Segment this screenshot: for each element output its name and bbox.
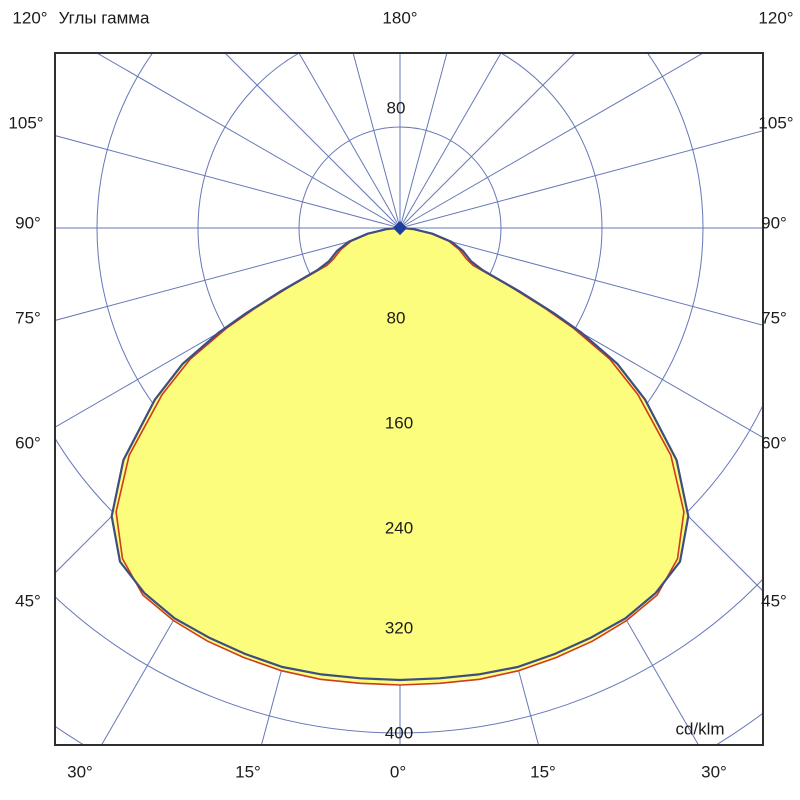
gamma-top-center: 180° (382, 8, 418, 28)
curve-c90-c270 (110, 226, 690, 682)
intensity-curves (110, 226, 690, 686)
chart-title: Углы гамма (58, 8, 150, 28)
ring-400: 400 (384, 723, 414, 743)
ring-80-lower: 80 (386, 308, 406, 328)
gamma-right-45: 45° (761, 591, 787, 611)
gamma-right-75: 75° (761, 308, 787, 328)
gamma-right-105: 105° (758, 113, 794, 133)
gamma-right-60: 60° (761, 433, 787, 453)
gamma-bottom-left-30: 30° (67, 762, 93, 782)
gamma-top-left: 120° (12, 8, 48, 28)
ring-160: 160 (384, 413, 414, 433)
ring-240: 240 (384, 518, 414, 538)
ring-80-upper: 80 (386, 98, 406, 118)
gamma-top-right: 120° (758, 8, 794, 28)
gamma-left-45: 45° (15, 591, 41, 611)
gamma-left-60: 60° (15, 433, 41, 453)
gamma-bottom-right-15: 15° (530, 762, 556, 782)
ring-320: 320 (384, 618, 414, 638)
gamma-left-105: 105° (8, 113, 44, 133)
gamma-left-75: 75° (15, 308, 41, 328)
gamma-bottom-right-30: 30° (701, 762, 727, 782)
pole-marker (392, 220, 408, 236)
chart-frame (54, 52, 764, 746)
gamma-right-90: 90° (761, 213, 787, 233)
gamma-bottom-left-15: 15° (235, 762, 261, 782)
gamma-bottom-0: 0° (389, 762, 407, 782)
unit-label: cd/klm (675, 719, 725, 739)
gamma-left-90: 90° (15, 213, 41, 233)
